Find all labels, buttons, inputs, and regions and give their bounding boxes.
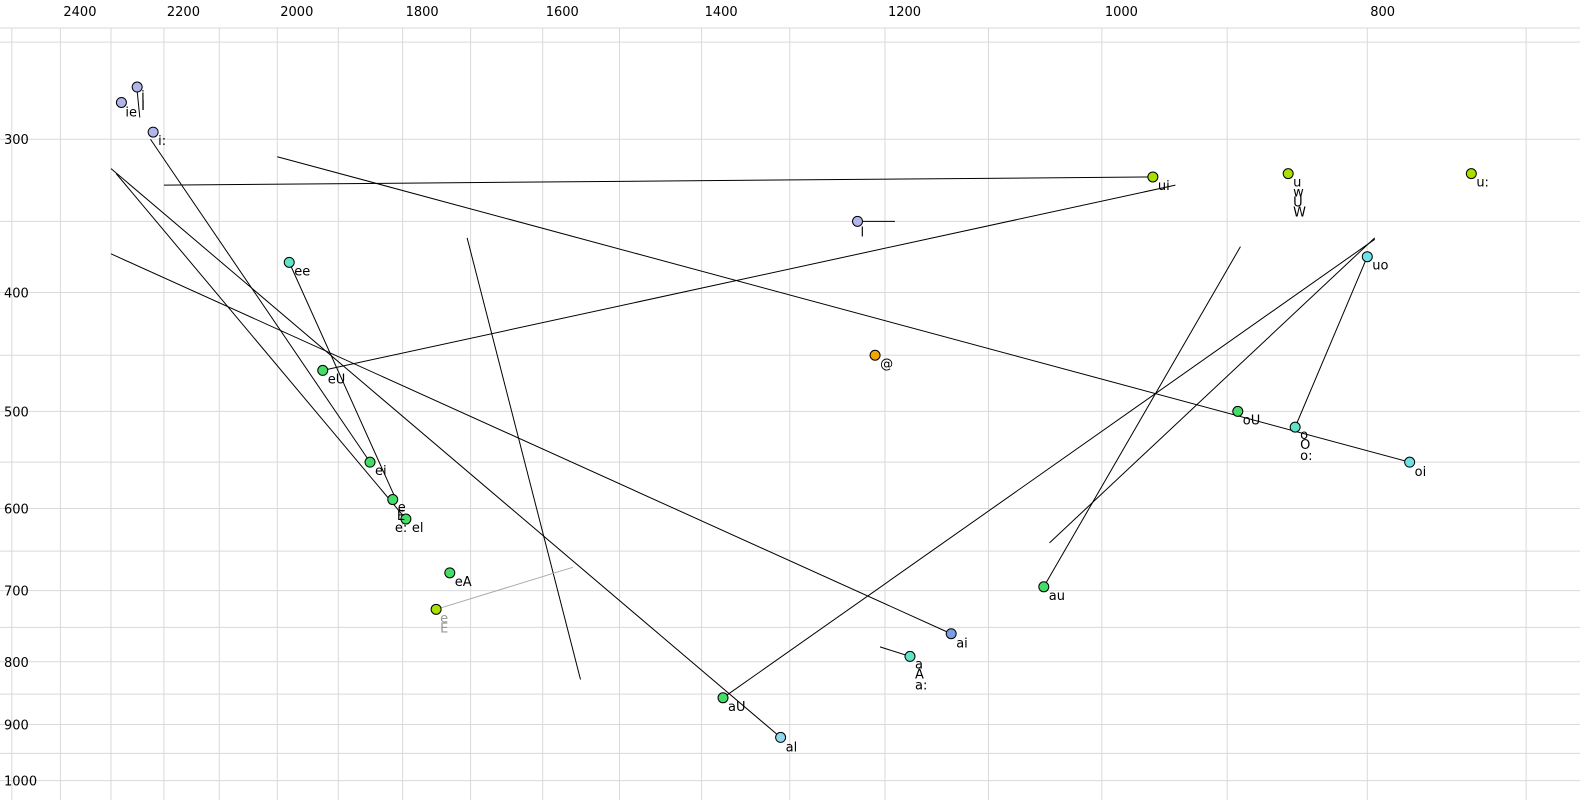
vowel-label-au: au [1049,589,1065,604]
x-tick-label: 1600 [546,5,579,20]
vowel-point-schwa[interactable] [869,349,881,361]
vowel-point-u-long[interactable] [1465,168,1477,180]
x-tick-label: 2000 [280,5,313,20]
vowel-label-ee: ee [294,264,310,279]
trajectory-al-line [110,168,781,738]
vowel-point-i-long[interactable] [147,126,159,138]
vowel-point-aU[interactable] [717,692,729,704]
vowel-point-ai[interactable] [945,628,957,640]
vowel-label-e-gray: E [440,621,448,636]
vowel-point-u-stack[interactable] [1282,168,1294,180]
x-tick-label: 2400 [63,5,96,20]
vowel-label-uo: uo [1372,259,1388,274]
trajectory-ee-line [288,262,397,500]
vowel-label-o-stack: O [1300,438,1310,453]
vowel-label-u-stack: W [1293,206,1306,221]
y-tick-label: 600 [4,503,29,518]
vowel-label-a: a [915,657,923,672]
trajectory-ei-line [150,138,371,463]
y-tick-label: 400 [4,286,29,301]
x-tick-label: 1400 [705,5,738,20]
vowel-point-au[interactable] [1038,581,1050,593]
vowel-label-ai: ai [956,637,968,652]
y-tick-label: 1000 [4,775,37,790]
vowel-label-u-stack: u [1293,176,1301,191]
vowel-label-e-gray: e [440,611,448,626]
vowel-label-i-long: i: [158,134,166,149]
vowel-label-al: al [786,740,798,755]
y-tick-label: 700 [4,585,29,600]
vowel-label-o-stack: o: [1300,449,1312,464]
vowel-point-al[interactable] [775,731,787,743]
vowel-point-e-long[interactable] [400,513,412,525]
trajectory-ai-line [110,253,952,635]
vowel-label-u-long: u: [1476,176,1489,191]
vowel-point-o-stack[interactable] [1289,421,1301,433]
vowel-label-eU: eU [328,372,346,387]
trajectory-uo-line [1294,256,1368,428]
trajectory-oi-line [277,156,1410,463]
y-tick-label: 300 [4,133,29,148]
vowel-point-eA[interactable] [444,567,456,579]
vowel-point-ie[interactable] [115,96,127,108]
vowel-label-ei: ei [375,464,387,479]
vowel-label-e-long: E [397,509,405,524]
vowel-point-oi[interactable] [1404,456,1416,468]
trajectory-back-line [1049,237,1376,544]
vowel-point-l[interactable] [852,215,864,227]
vowel-label-o-stack: o [1300,428,1308,443]
trajectory-aU-line [722,238,1376,699]
vowel-label-ie: ie [125,105,137,120]
vowel-label-i: i [141,89,145,104]
vowel-point-ei[interactable] [364,456,376,468]
vowel-label-l: l [861,225,865,240]
vowel-point-e[interactable] [387,494,399,506]
vowel-label-e-long: e: [395,521,407,536]
vowel-label-u-stack: U [1293,196,1303,211]
vowel-label-oU: oU [1243,413,1260,428]
trajectory-ui-line [163,176,1153,186]
x-tick-label: 1200 [888,5,921,20]
x-tick-label: 1800 [406,5,439,20]
trajectory-mid-line [466,237,581,680]
y-tick-label: 500 [4,405,29,420]
vowel-point-e-gray[interactable] [430,603,442,615]
vowel-point-oU[interactable] [1232,405,1244,417]
trajectory-e-gray-line [435,566,573,610]
vowel-label-a: a: [915,678,927,693]
y-tick-label: 900 [4,719,29,734]
vowel-point-a[interactable] [904,650,916,662]
vowel-label-oi: oi [1415,465,1427,480]
vowel-label-eA: eA [455,575,472,590]
vowel-label-schwa: @ [880,357,893,372]
vowel-label-a: A [915,667,924,682]
trajectory-eU-line [322,184,1176,371]
vowel-label-e: e [398,501,406,516]
vowel-label-u-stack: w [1293,186,1304,201]
trajectory-au-line [1043,246,1241,588]
y-tick-label: 800 [4,656,29,671]
vowel-label-e-long: el [412,521,424,536]
vowel-point-i[interactable] [131,81,143,93]
vowel-point-uo[interactable] [1361,251,1373,263]
x-tick-label: 1000 [1105,5,1138,20]
vowel-point-ui[interactable] [1147,171,1159,183]
vowel-label-aU: aU [728,700,745,715]
x-tick-label: 800 [1370,5,1395,20]
vowel-point-ee[interactable] [283,256,295,268]
vowel-label-ui: ui [1158,179,1170,194]
x-tick-label: 2200 [167,5,200,20]
trajectory-i-line [136,90,141,118]
vowel-label-i: I [141,99,145,114]
trajectory-el-line [115,173,407,520]
vowel-point-eU[interactable] [317,364,329,376]
